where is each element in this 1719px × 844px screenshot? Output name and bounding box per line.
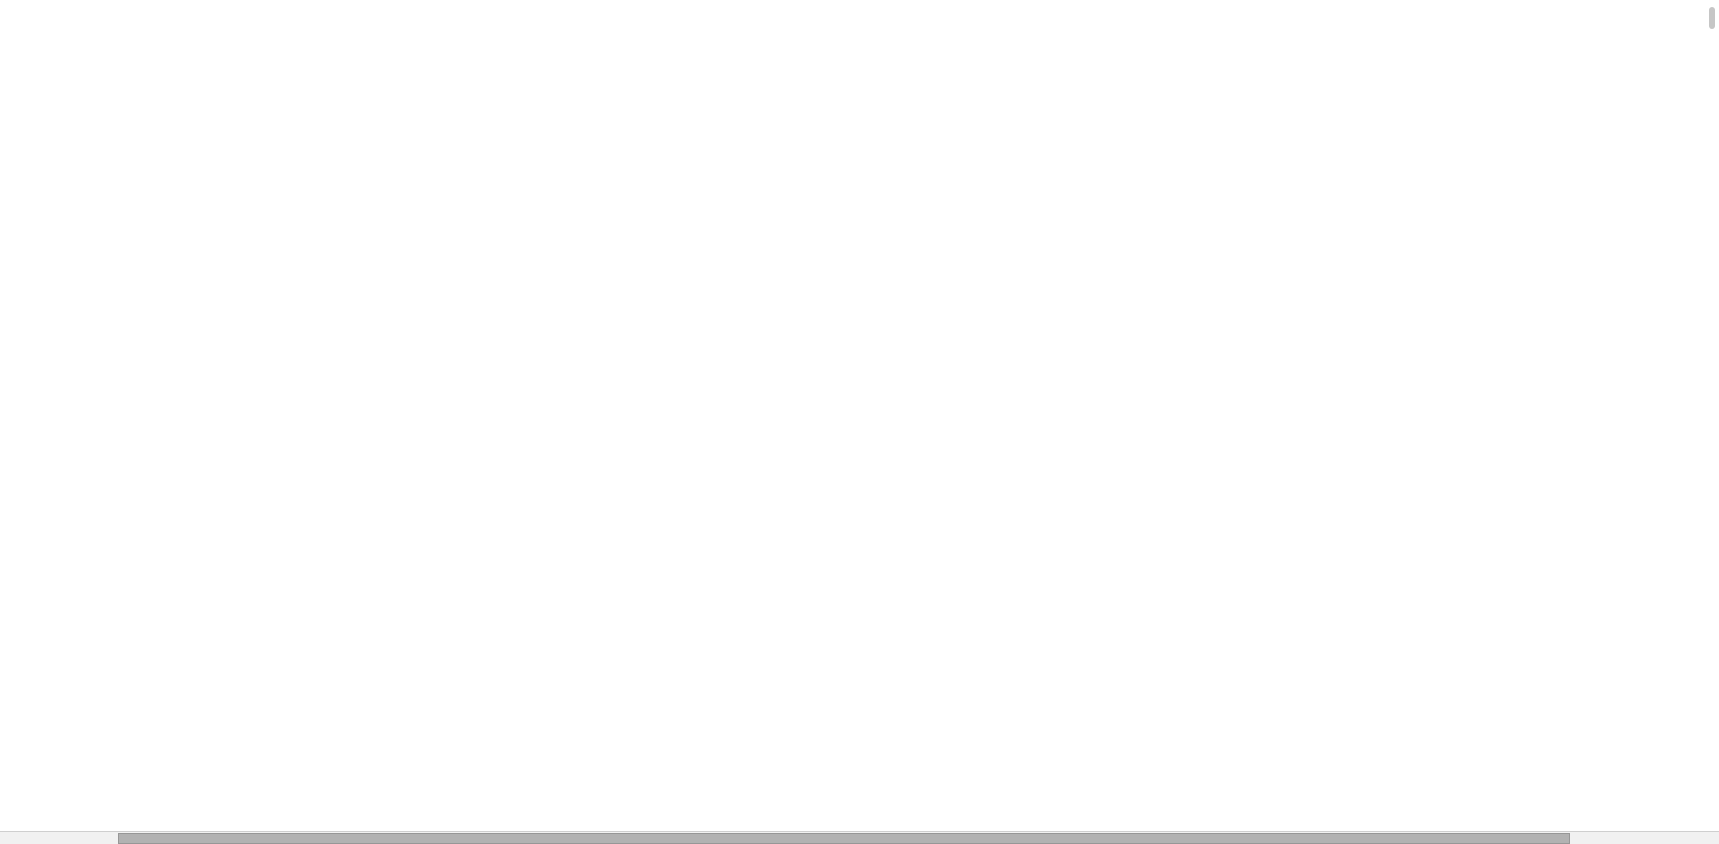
horizontal-scrollbar-thumb[interactable] — [118, 833, 1570, 844]
horizontal-scrollbar[interactable] — [0, 831, 1719, 844]
price-axis[interactable] — [1558, 0, 1719, 763]
mini-vertical-scrollbar-thumb[interactable] — [1709, 7, 1715, 29]
time-axis[interactable] — [0, 763, 1719, 791]
